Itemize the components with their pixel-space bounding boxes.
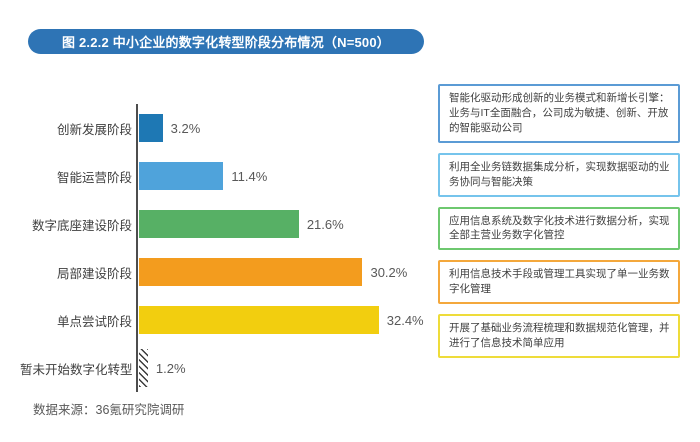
bar-track: 32.4% — [139, 306, 435, 334]
bar-track: 11.4% — [139, 162, 435, 190]
stage-description-box: 应用信息系统及数字化技术进行数据分析，实现全部主营业务数字化管控 — [438, 206, 680, 251]
value-label: 32.4% — [386, 312, 424, 328]
bar — [139, 349, 148, 387]
chart-row: 暂未开始数字化转型 1.2% — [20, 344, 435, 392]
bar — [139, 306, 379, 334]
category-label: 智能运营阶段 — [56, 170, 132, 185]
category-label: 创新发展阶段 — [56, 122, 132, 137]
bar-chart: 创新发展阶段 3.2% 智能运营阶段 11.4% 数字底座建设阶段 21.6% 局部建设阶段… — [20, 104, 435, 392]
bar-track: 30.2% — [139, 258, 435, 286]
category-label: 暂未开始数字化转型 — [20, 362, 133, 377]
stage-description-box: 利用全业务链数据集成分析，实现数据驱动的业务协同与智能决策 — [438, 152, 680, 197]
bar — [139, 114, 163, 142]
category-label: 数字底座建设阶段 — [31, 218, 132, 233]
value-label: 21.6% — [306, 216, 344, 232]
stage-description-box: 智能化驱动形成创新的业务模式和新增长引擎：业务与IT全面融合，公司成为敏捷、创新… — [438, 84, 680, 143]
bar — [139, 162, 224, 190]
annotation-column: 智能化驱动形成创新的业务模式和新增长引擎：业务与IT全面融合，公司成为敏捷、创新… — [438, 84, 680, 368]
category-label: 单点尝试阶段 — [56, 314, 132, 329]
stage-description-box: 开展了基础业务流程梳理和数据规范化管理，并进行了信息技术简单应用 — [438, 314, 680, 358]
chart-row: 单点尝试阶段 32.4% — [20, 296, 435, 344]
value-label: 11.4% — [231, 168, 268, 184]
chart-rows: 创新发展阶段 3.2% 智能运营阶段 11.4% 数字底座建设阶段 21.6% 局部建设阶段… — [20, 104, 435, 392]
y-axis-line — [136, 104, 138, 392]
chart-row: 数字底座建设阶段 21.6% — [20, 200, 435, 248]
category-label: 局部建设阶段 — [56, 266, 132, 281]
stage-description-box: 利用信息技术手段或管理工具实现了单一业务数字化管理 — [438, 260, 680, 305]
bar-track: 3.2% — [139, 114, 435, 142]
value-label: 1.2% — [155, 360, 186, 376]
bar-track: 21.6% — [139, 210, 435, 238]
data-source-note: 数据来源：36氪研究院调研 — [33, 403, 185, 417]
value-label: 30.2% — [370, 264, 408, 280]
chart-row: 创新发展阶段 3.2% — [20, 104, 435, 152]
bar — [139, 258, 363, 286]
value-label: 3.2% — [170, 120, 201, 136]
chart-row: 局部建设阶段 30.2% — [20, 248, 435, 296]
chart-row: 智能运营阶段 11.4% — [20, 152, 435, 200]
bar-track: 1.2% — [139, 349, 435, 387]
figure-title: 图 2.2.2 中小企业的数字化转型阶段分布情况（N=500） — [28, 29, 424, 54]
bar — [139, 210, 299, 238]
